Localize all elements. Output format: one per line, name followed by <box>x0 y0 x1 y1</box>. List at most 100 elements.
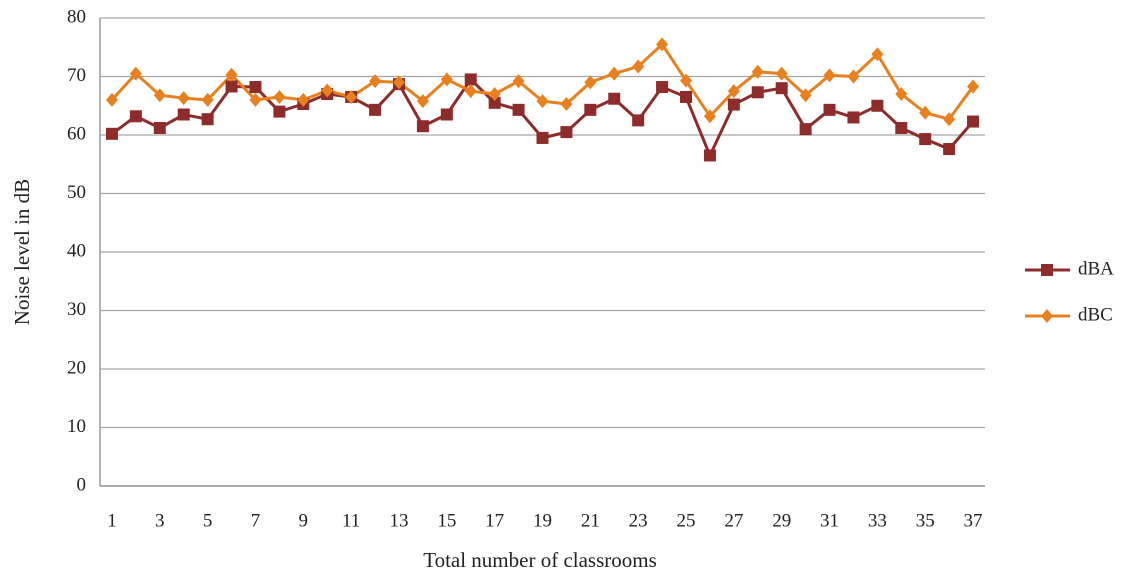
point <box>943 112 956 127</box>
x-tick-label: 33 <box>868 510 887 531</box>
point <box>847 69 860 84</box>
point <box>919 105 932 120</box>
x-tick-label: 23 <box>629 510 648 531</box>
x-tick-label: 29 <box>772 510 791 531</box>
point <box>847 111 860 124</box>
y-tick-label: 20 <box>67 357 86 378</box>
x-tick-label: 7 <box>251 510 261 531</box>
point <box>967 79 980 94</box>
point <box>560 126 573 139</box>
y-axis-title: Noise level in dB <box>10 179 34 325</box>
point <box>871 47 884 62</box>
point <box>225 80 238 93</box>
point <box>536 94 549 109</box>
point <box>105 127 118 140</box>
point <box>703 109 716 124</box>
point <box>369 74 382 89</box>
point <box>632 59 645 74</box>
point <box>249 81 262 94</box>
point <box>895 87 908 102</box>
point <box>488 87 501 102</box>
point <box>153 121 166 134</box>
x-axis-title: Total number of classrooms <box>423 548 657 572</box>
point <box>440 108 453 121</box>
point <box>369 103 382 116</box>
x-tick-label: 5 <box>203 510 213 531</box>
point <box>512 74 525 89</box>
point <box>584 103 597 116</box>
point <box>153 88 166 103</box>
point <box>297 92 310 107</box>
series-line <box>111 77 975 160</box>
point <box>225 67 238 82</box>
y-tick-label: 40 <box>67 240 86 261</box>
x-tick-label: 13 <box>389 510 408 531</box>
point <box>775 66 788 81</box>
y-tick-label: 80 <box>67 6 86 27</box>
point <box>823 103 836 116</box>
point <box>727 98 740 111</box>
point <box>249 92 262 107</box>
x-tick-label: 3 <box>155 510 165 531</box>
point <box>416 94 429 109</box>
legend-marker <box>1041 264 1053 276</box>
point <box>703 149 716 162</box>
point <box>584 75 597 90</box>
point <box>129 110 142 123</box>
x-tick-label: 21 <box>581 510 600 531</box>
x-tick-label: 27 <box>724 510 743 531</box>
x-tick-label: 31 <box>820 510 839 531</box>
x-tick-label: 25 <box>677 510 696 531</box>
x-tick-label: 19 <box>533 510 552 531</box>
point <box>536 131 549 144</box>
point <box>129 66 142 81</box>
point <box>345 89 358 104</box>
x-tick-label: 35 <box>916 510 935 531</box>
point <box>799 88 812 103</box>
legend-marker <box>1041 309 1053 323</box>
point <box>177 91 190 106</box>
legend-label: dBC <box>1078 304 1113 325</box>
point <box>919 133 932 146</box>
point <box>727 84 740 99</box>
point <box>751 64 764 79</box>
point <box>321 83 334 98</box>
point <box>680 73 693 88</box>
point <box>464 84 477 99</box>
point <box>895 121 908 134</box>
point <box>775 82 788 95</box>
x-tick-label: 1 <box>107 510 117 531</box>
point <box>440 72 453 87</box>
x-tick-label: 37 <box>964 510 983 531</box>
y-tick-label: 10 <box>67 416 86 437</box>
legend-label: dBA <box>1078 258 1114 279</box>
point <box>464 73 477 86</box>
point <box>177 108 190 121</box>
point <box>967 115 980 128</box>
point <box>680 90 693 103</box>
y-tick-label: 30 <box>67 299 86 320</box>
point <box>392 75 405 90</box>
point <box>416 120 429 133</box>
point <box>488 96 501 109</box>
point <box>105 92 118 107</box>
x-tick-label: 17 <box>485 510 504 531</box>
point <box>201 113 214 126</box>
point <box>943 143 956 156</box>
point <box>273 89 286 104</box>
point <box>871 99 884 112</box>
point <box>608 92 621 105</box>
x-tick-label: 9 <box>299 510 309 531</box>
y-tick-label: 50 <box>67 182 86 203</box>
point <box>512 103 525 116</box>
point <box>608 66 621 81</box>
point <box>201 92 214 107</box>
y-tick-label: 60 <box>67 123 86 144</box>
point <box>632 114 645 127</box>
point <box>823 68 836 83</box>
point <box>656 37 669 52</box>
point <box>273 105 286 118</box>
point <box>799 123 812 136</box>
y-tick-label: 0 <box>77 474 87 495</box>
